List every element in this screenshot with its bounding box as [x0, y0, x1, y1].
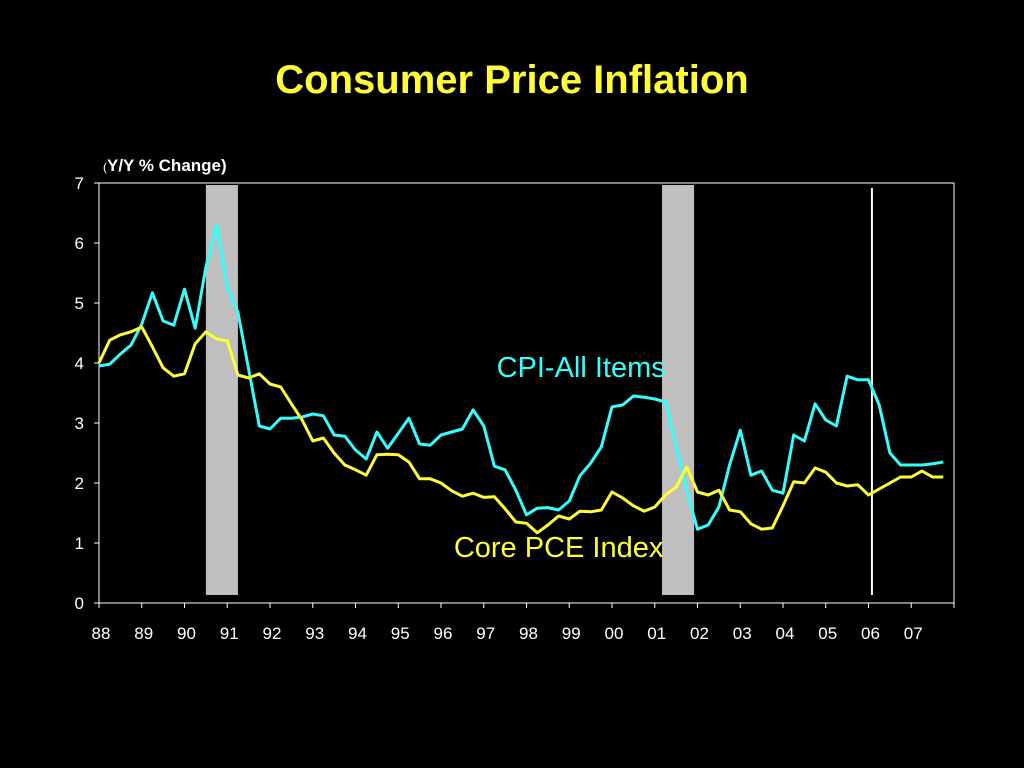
- core-pce-index-line: [97, 325, 944, 535]
- x-tick-label: 01: [647, 624, 666, 643]
- x-tick-label: 07: [904, 624, 923, 643]
- x-tick-label: 95: [391, 624, 410, 643]
- x-tick-label: 02: [690, 624, 709, 643]
- x-tick-label: 93: [305, 624, 324, 643]
- y-tick-label: 6: [75, 234, 84, 253]
- x-tick-label: 89: [134, 624, 153, 643]
- x-tick-label: 03: [733, 624, 752, 643]
- y-tick-label: 1: [75, 534, 84, 553]
- core-pce-index-label: Core PCE Index: [454, 532, 664, 564]
- x-tick-label: 97: [476, 624, 495, 643]
- cpi-all-items-label: CPI-All Items: [497, 352, 666, 384]
- x-tick-label: 98: [519, 624, 538, 643]
- x-tick-label: 94: [348, 624, 367, 643]
- y-tick-label: 2: [75, 474, 84, 493]
- x-tick-label: 90: [177, 624, 196, 643]
- y-axis: 0 1 2 3 4 5 6 7: [75, 174, 99, 613]
- x-tick-label: 00: [605, 624, 624, 643]
- cpi-all-items-line: [98, 223, 944, 531]
- y-axis-label: (Y/Y % Change): [103, 156, 227, 175]
- y-tick-label: 3: [75, 414, 84, 433]
- y-tick-label: 7: [75, 174, 84, 193]
- y-tick-label: 0: [75, 594, 84, 613]
- y-axis-label-text: Y/Y % Change): [107, 156, 227, 175]
- series-group: [97, 223, 944, 535]
- x-tick-label: 04: [776, 624, 795, 643]
- series-annotations: CPI-All Items Core PCE Index: [454, 352, 666, 564]
- x-tick-label: 06: [861, 624, 880, 643]
- chart-title: Consumer Price Inflation: [275, 58, 749, 102]
- recession-band-2: [662, 185, 695, 595]
- y-tick-label: 5: [75, 294, 84, 313]
- x-tick-label: 05: [818, 624, 837, 643]
- x-tick-label: 99: [562, 624, 581, 643]
- x-tick-label: 88: [92, 624, 111, 643]
- x-tick-label: 92: [263, 624, 282, 643]
- x-axis: 88 89 90 91 92 93 94 95 96 97 98 99 00 01 02 03 04 05 06 07: [92, 603, 955, 643]
- x-tick-label: 91: [220, 624, 239, 643]
- x-tick-label: 96: [434, 624, 453, 643]
- y-tick-label: 4: [75, 354, 84, 373]
- y-axis-label-paren: (: [103, 160, 107, 174]
